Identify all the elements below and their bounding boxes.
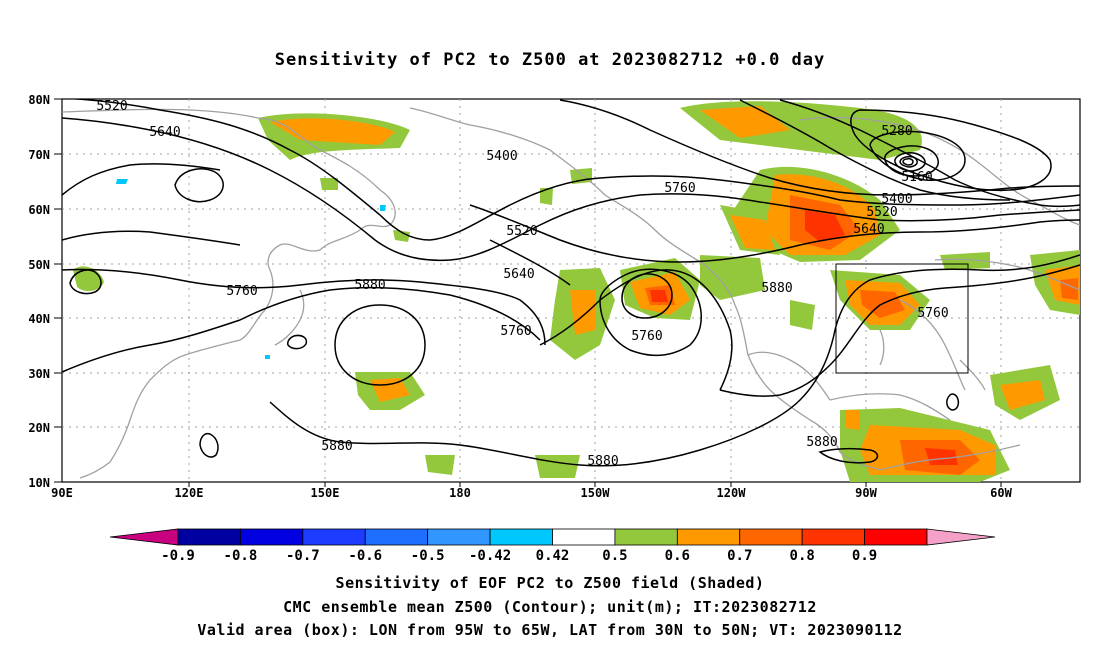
lat-label: 40N [28,312,50,326]
lon-label: 120W [717,486,747,500]
colorbar-labels: -0.9 -0.8 -0.7 -0.6 -0.5 -0.42 0.42 0.5 0.6 0.7 0.… [161,548,877,564]
lon-label: 120E [175,486,204,500]
colorbar-segment [364,528,429,546]
contour-label: 5640 [149,125,180,140]
colorbar-segment [676,528,741,546]
colorbar-segment [864,528,928,546]
colorbar-segment [552,528,616,546]
contour-label: 5880 [761,281,792,296]
colorbar-label: -0.5 [411,548,445,564]
contour-label: 5640 [503,267,534,282]
colorbar-segment [302,528,366,546]
contour-label: 5400 [881,192,912,207]
colorbar-segment [427,528,491,546]
sensitivity-shading [73,101,1080,482]
colorbar-label: 0.5 [602,548,627,564]
colorbar-label: -0.9 [161,548,195,564]
colorbar-label: -0.42 [469,548,511,564]
lon-label: 90W [855,486,877,500]
lon-label: 60W [990,486,1012,500]
shaded-area-cyan [116,179,386,359]
contour-label: 5520 [506,224,537,239]
lat-label: 70N [28,148,50,162]
colorbar-label: -0.7 [286,548,320,564]
colorbar-label: -0.6 [348,548,382,564]
colorbar-left-triangle [109,528,179,546]
caption-line-2: CMC ensemble mean Z500 (Contour); unit(m… [283,598,817,616]
contour-label: 5640 [853,222,884,237]
contour-label: 5880 [806,435,837,450]
lon-label: 90E [51,486,73,500]
caption-line-3: Valid area (box): LON from 95W to 65W, L… [197,621,903,639]
colorbar-label: 0.9 [852,548,877,564]
longitude-labels: 90E 120E 150E 180 150W 120W 90W 60W [51,486,1012,500]
contour-label: 5760 [226,284,257,299]
contour-label: 5400 [486,149,517,164]
lon-label: 150E [311,486,340,500]
colorbar-label: 0.6 [665,548,690,564]
lon-ticks [188,482,1002,487]
contour-label: 5280 [881,124,912,139]
lat-label: 20N [28,421,50,435]
caption-line-1: Sensitivity of EOF PC2 to Z500 field (Sh… [335,574,765,592]
coastlines [62,107,1080,479]
contour-labels: 5520 5640 5400 5760 5880 5520 5640 5760 … [96,99,948,469]
contour-label: 5880 [354,278,385,293]
lat-ticks [54,98,62,483]
contour-label: 5760 [631,329,662,344]
contour-label: 5520 [866,205,897,220]
lon-label: 180 [449,486,471,500]
colorbar-label: 0.7 [727,548,752,564]
lon-label: 150W [581,486,611,500]
latitude-labels: 80N 70N 60N 50N 40N 30N 20N 10N [28,93,50,490]
lat-label: 60N [28,203,50,217]
colorbar-label: 0.42 [536,548,570,564]
colorbar-label: 0.8 [790,548,815,564]
colorbar-segment [614,528,678,546]
map-title: Sensitivity of PC2 to Z500 at 2023082712… [274,50,826,70]
contour-label: 5880 [587,454,618,469]
lat-label: 30N [28,367,50,381]
contour-label: 5760 [664,181,695,196]
colorbar-segment [177,528,241,546]
valid-area-box [835,263,969,374]
colorbar-segment [739,528,803,546]
colorbar-right-triangle [926,528,996,546]
colorbar-segment [489,528,553,546]
contour-label: 5760 [917,306,948,321]
contour-label: 5160 [901,170,932,185]
lat-label: 50N [28,258,50,272]
contour-label: 5880 [321,439,352,454]
contour-label: 5760 [500,324,531,339]
contour-label: 5520 [96,99,127,114]
colorbar-segment [801,528,865,546]
colorbar-segment [240,528,304,546]
colorbar-label: -0.8 [224,548,258,564]
lat-label: 10N [28,476,50,490]
shaded-area-red [650,210,958,465]
lat-label: 80N [28,93,50,107]
colorbar [109,528,996,546]
z500-contours [62,99,1080,467]
